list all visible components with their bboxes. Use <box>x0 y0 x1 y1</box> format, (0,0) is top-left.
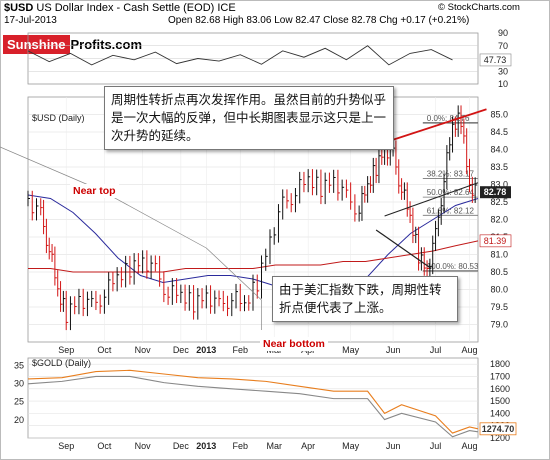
price-x-label: May <box>342 345 360 355</box>
near-top-label: Near top <box>70 184 119 198</box>
gold-x-label: Apr <box>301 441 315 451</box>
note-top: 周期性转折点再次发挥作用。虽然目前的升势似乎是一次大幅的反弹，但中长期图表显示这… <box>104 86 394 150</box>
gold-x-label: Aug <box>462 441 478 451</box>
gold-right-tick: 1600 <box>490 384 510 394</box>
rsi-tick-label: 10 <box>498 79 508 89</box>
sunshine-logo: Sunshine Profits.com <box>3 34 142 56</box>
symbol: $USD <box>4 2 34 14</box>
near-bottom-pointer <box>206 247 262 301</box>
logo-part2: Profits.com <box>70 37 143 52</box>
gold-x-label: Nov <box>135 441 152 451</box>
price-tick-label: 84.0 <box>490 145 508 155</box>
gold-right-tick: 1400 <box>490 408 510 418</box>
price-x-label: Feb <box>233 345 249 355</box>
gold-x-label: Dec <box>173 441 190 451</box>
gold-comparison-line <box>27 375 479 438</box>
price-x-label: 2013 <box>196 345 216 355</box>
price-tick-label: 79.5 <box>490 302 508 312</box>
watermark: © StockCharts.com <box>438 2 520 13</box>
fib-label: 38.2%: 83.17 <box>427 170 475 179</box>
price-x-label: Oct <box>97 345 112 355</box>
gold-x-label: May <box>342 441 360 451</box>
price-tick-label: 82.0 <box>490 215 508 225</box>
rsi-value-label: 47.73 <box>484 55 507 65</box>
gold-right-tick: 1800 <box>490 359 510 369</box>
gold-left-tick: 25 <box>14 397 24 407</box>
price-tick-label: 83.5 <box>490 162 508 172</box>
price-tick-label: 81.0 <box>490 250 508 260</box>
price-x-label: Nov <box>135 345 152 355</box>
price-panel-label: $USD (Daily) <box>32 113 85 123</box>
price-x-label: Dec <box>173 345 190 355</box>
gold-x-label: Feb <box>233 441 249 451</box>
near-top-pointer <box>100 189 207 249</box>
ma200-line <box>28 240 479 273</box>
gold-right-tick: 1500 <box>490 396 510 406</box>
price-x-label: Jul <box>430 345 442 355</box>
ma-value-box <box>479 234 512 248</box>
gold-value-label: 1274.70 <box>482 424 515 434</box>
price-tick-label: 80.5 <box>490 267 508 277</box>
chart-date: 17-Jul-2013 <box>4 15 57 26</box>
near-bottom-label: Near bottom <box>260 337 328 351</box>
gold-price-line <box>27 369 479 434</box>
gold-x-label: Oct <box>97 441 112 451</box>
close-value-box <box>480 186 511 199</box>
gold-x-label: Mar <box>266 441 282 451</box>
resistance-line <box>384 108 487 144</box>
gold-value-box <box>479 422 517 436</box>
price-tick-label: 79.0 <box>490 320 508 330</box>
trend-line <box>384 182 479 217</box>
gold-right-tick: 1700 <box>490 371 510 381</box>
price-tick-label: 84.5 <box>490 127 508 137</box>
gold-left-tick: 20 <box>14 415 24 425</box>
gold-x-label: Jun <box>386 441 401 451</box>
index-name: US Dollar Index - Cash Settle (EOD) ICE <box>36 2 236 14</box>
gold-x-label: Jul <box>430 441 442 451</box>
note-bottom: 由于美汇指数下跌，周期性转折点便代表了上涨。 <box>272 276 458 322</box>
rsi-value-box <box>479 53 512 67</box>
gold-right-tick: 1200 <box>490 433 510 443</box>
gold-x-label: 2013 <box>196 441 216 451</box>
close-value-label: 82.78 <box>484 187 507 197</box>
near-top-pointer <box>0 146 101 191</box>
chart-title: $USD US Dollar Index - Cash Settle (EOD)… <box>4 2 236 14</box>
gold-left-tick: 35 <box>14 360 24 370</box>
logo-part1: Sunshine <box>3 35 70 54</box>
gold-x-label: Sep <box>58 441 74 451</box>
rsi-line <box>27 45 453 66</box>
rsi-tick-label: 90 <box>498 28 508 38</box>
ohlc-readout: Open 82.68 High 83.06 Low 82.47 Close 82… <box>168 15 470 26</box>
price-tick-label: 85.0 <box>490 110 508 120</box>
ma-value-label: 81.39 <box>484 236 507 246</box>
gold-left-tick: 30 <box>14 378 24 388</box>
gold-panel-frame <box>27 357 479 439</box>
price-tick-label: 83.0 <box>490 180 508 190</box>
price-x-label: Aug <box>462 345 478 355</box>
rsi-tick-label: 30 <box>498 66 508 76</box>
fib-label: 0.0%: 84.76 <box>427 114 470 123</box>
gold-panel-label: $GOLD (Daily) <box>32 358 91 368</box>
fib-label: 100.0%: 80.53 <box>427 262 479 271</box>
price-tick-label: 80.0 <box>490 285 508 295</box>
support-line <box>375 229 432 269</box>
fib-label: 61.8%: 82.12 <box>427 206 475 215</box>
price-x-label: Sep <box>58 345 74 355</box>
price-tick-label: 82.5 <box>490 197 508 207</box>
price-x-label: Jun <box>386 345 401 355</box>
rsi-tick-label: 70 <box>498 41 508 51</box>
